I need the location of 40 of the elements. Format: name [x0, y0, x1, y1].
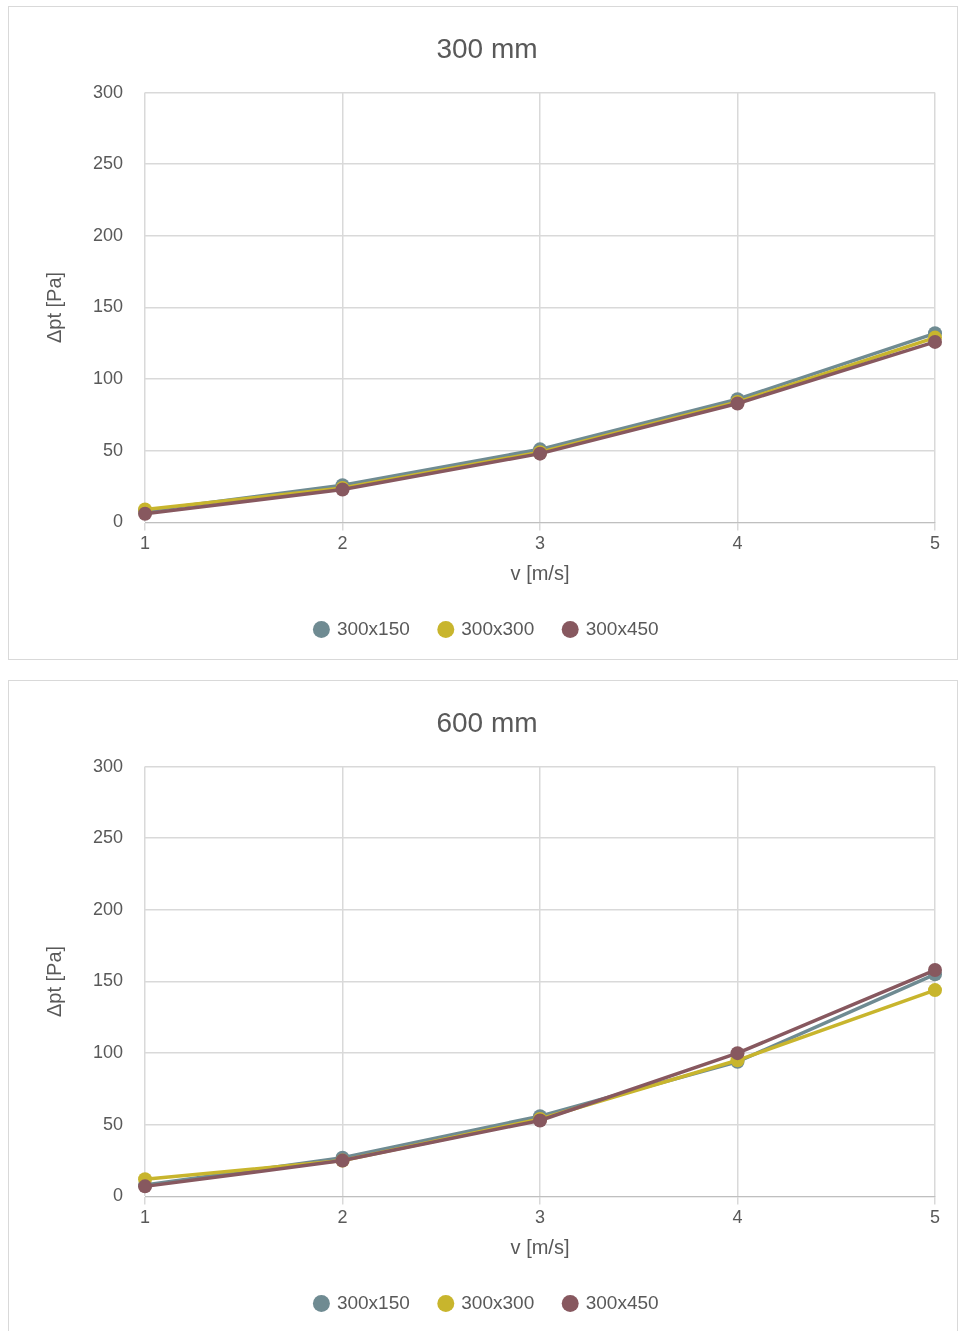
legend-label: 300x150	[336, 1291, 410, 1313]
point	[928, 983, 942, 998]
point	[928, 963, 942, 978]
legend-label: 300x300	[461, 617, 535, 639]
y-axis-title: Δpt [Pa]	[42, 271, 65, 344]
point	[730, 1046, 745, 1061]
y-tick-label: 50	[103, 439, 124, 460]
x-tick-label: 2	[337, 1207, 348, 1228]
legend-label: 300x450	[585, 1291, 659, 1313]
x-tick-label: 2	[337, 533, 348, 554]
x-axis-title: v [m/s]	[510, 1235, 570, 1258]
y-tick-label: 250	[92, 153, 124, 174]
x-tick-label: 5	[929, 533, 941, 554]
y-tick-label: 300	[92, 81, 124, 102]
legend-label: 300x300	[461, 1291, 535, 1313]
x-tick-label: 3	[535, 1207, 546, 1228]
x-tick-label: 1	[140, 1207, 151, 1228]
y-tick-label: 250	[92, 827, 124, 848]
y-tick-label: 100	[92, 368, 124, 389]
y-tick-label: 200	[92, 898, 124, 919]
y-tick-label: 0	[113, 511, 124, 532]
y-axis-title: Δpt [Pa]	[42, 945, 65, 1018]
y-tick-label: 150	[92, 970, 124, 991]
legend-label: 300x150	[336, 617, 410, 639]
y-tick-label: 300	[92, 755, 124, 776]
chart-title: 300 mm	[436, 32, 538, 64]
legend-label: 300x450	[585, 617, 659, 639]
x-tick-label: 4	[732, 1207, 743, 1228]
chart-title: 600 mm	[436, 706, 538, 738]
x-tick-label: 4	[732, 533, 743, 554]
y-tick-label: 0	[113, 1185, 124, 1206]
x-tick-label: 5	[929, 1207, 941, 1228]
y-tick-label: 150	[92, 296, 124, 317]
point	[928, 334, 942, 349]
x-axis-title: v [m/s]	[510, 561, 570, 584]
y-tick-label: 50	[103, 1113, 124, 1134]
y-tick-label: 100	[92, 1042, 124, 1063]
x-tick-label: 1	[140, 533, 151, 554]
y-tick-label: 200	[92, 224, 124, 245]
x-tick-label: 3	[535, 533, 546, 554]
